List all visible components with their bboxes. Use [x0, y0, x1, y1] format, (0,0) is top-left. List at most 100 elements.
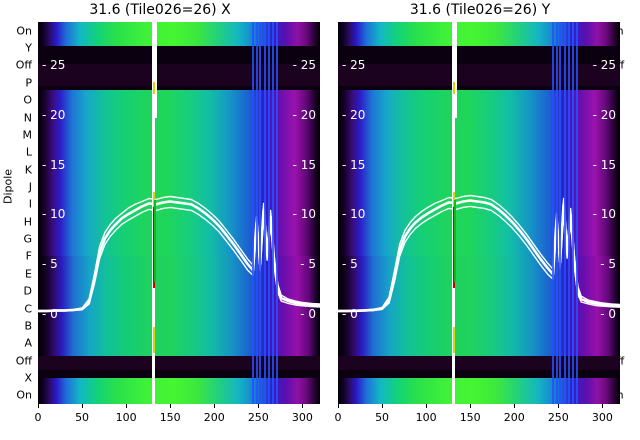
xtick-mark — [37, 404, 39, 408]
dipole-tick-f-13: F — [25, 249, 32, 263]
xaxis-right: 0 50 100 150 200 250 300 — [335, 404, 622, 434]
xtick-0: 0 — [18, 404, 58, 424]
xtick-label: 300 — [591, 411, 613, 424]
marker-tick-4 — [154, 250, 157, 282]
dipole-tick-p-3: P — [25, 76, 32, 90]
rfi-stripe-2 — [259, 22, 262, 404]
xtick-mark — [125, 404, 127, 408]
xtick-mark — [557, 404, 559, 408]
rfi-stripe-3 — [263, 22, 266, 404]
xtick-100: 100 — [406, 404, 446, 424]
marker-tick-5 — [453, 82, 456, 94]
xtick-50: 50 — [62, 404, 102, 424]
waterfall-band-7 — [338, 370, 620, 378]
dipole-axis-left: On Y Off P O N M L K J I H G F E D C B A Off X On — [0, 22, 36, 404]
flagged-column-1 — [455, 22, 457, 118]
xtick-label: 250 — [247, 411, 269, 424]
waterfall-band-1 — [38, 46, 320, 64]
waterfall-band-3 — [338, 86, 620, 90]
xtick-mark — [169, 404, 171, 408]
xtick-150: 150 — [450, 404, 490, 424]
dipole-tick-b-17: B — [24, 319, 32, 333]
xtick-mark — [601, 404, 603, 408]
xtick-mark — [257, 404, 259, 408]
xtick-label: 150 — [159, 411, 181, 424]
dipole-tick-on-0: On — [16, 24, 32, 38]
xtick-mark — [213, 404, 215, 408]
xtick-mark — [301, 404, 303, 408]
xtick-label: 100 — [415, 411, 437, 424]
panel-y: 31.6 (Tile026=26) Y OnYOffPONMLKJIHGFEDC… — [320, 2, 640, 424]
waterfall-band-3 — [38, 86, 320, 90]
waterfall-band-7 — [38, 370, 320, 378]
marker-tick-1 — [452, 207, 455, 255]
rfi-stripe-6 — [575, 22, 578, 404]
waterfall-x[interactable]: - 0- 5- 10- 15- 20- 25 - 0- 5- 10- 15- 2… — [38, 22, 320, 404]
dipole-tick-a-18: A — [24, 336, 32, 350]
rfi-stripe-5 — [572, 22, 575, 404]
xtick-300: 300 — [582, 404, 622, 424]
dipole-tick-i-10: I — [28, 197, 32, 211]
panel-x-title: 31.6 (Tile026=26) X — [89, 2, 231, 18]
marker-tick-6 — [453, 327, 456, 353]
panel-x: 31.6 (Tile026=26) X On Y Off P O N M L K J I H G F E D C… — [0, 2, 320, 424]
marker-tick-5 — [153, 82, 156, 94]
flagged-column-1 — [155, 22, 157, 118]
dipole-tick-n-5: N — [23, 111, 32, 124]
rfi-stripe-1 — [555, 22, 558, 404]
rfi-stripe-5 — [272, 22, 275, 404]
xtick-label: 250 — [547, 411, 569, 424]
xaxis-left: 0 50 100 150 200 250 300 — [35, 404, 322, 434]
waterfall-band-6 — [338, 356, 620, 370]
waterfall-band-2 — [338, 64, 620, 86]
xtick-50: 50 — [362, 404, 402, 424]
xtick-mark — [381, 404, 383, 408]
xtick-150: 150 — [150, 404, 190, 424]
waterfall-y[interactable]: - 0- 5- 10- 15- 20- 25 - 0- 5- 10- 15- 2… — [338, 22, 620, 404]
xtick-label: 50 — [375, 411, 390, 424]
marker-tick-1 — [152, 207, 155, 255]
dipole-tick-k-8: K — [24, 163, 32, 177]
xtick-label: 0 — [334, 411, 342, 424]
xtick-mark — [337, 404, 339, 408]
dipole-tick-c-16: C — [24, 302, 32, 315]
dipole-tick-g-12: G — [23, 232, 32, 246]
xtick-250: 250 — [238, 404, 278, 424]
rfi-stripe-3 — [563, 22, 566, 404]
panel-y-title: 31.6 (Tile026=26) Y — [409, 2, 551, 18]
xtick-100: 100 — [106, 404, 146, 424]
xtick-label: 150 — [459, 411, 481, 424]
xtick-label: 300 — [291, 411, 313, 424]
rfi-stripe-1 — [255, 22, 258, 404]
xtick-mark — [513, 404, 515, 408]
xtick-label: 200 — [503, 411, 525, 424]
rfi-stripe-4 — [268, 22, 270, 404]
marker-tick-2 — [154, 200, 157, 262]
marker-tick-6 — [153, 327, 156, 353]
dipole-tick-m-6: M — [22, 128, 33, 142]
marker-tick-3 — [452, 250, 455, 288]
xtick-250: 250 — [538, 404, 578, 424]
dipole-tick-d-15: D — [23, 284, 32, 298]
xtick-label: 0 — [34, 411, 42, 424]
dipole-tick-j-9: J — [28, 180, 32, 194]
xtick-mark — [81, 404, 83, 408]
dipole-tick-off-19: Off — [15, 354, 32, 368]
xtick-200: 200 — [194, 404, 234, 424]
rfi-stripe-2 — [559, 22, 562, 404]
rfi-stripe-0 — [552, 22, 555, 404]
xtick-300: 300 — [282, 404, 322, 424]
marker-tick-3 — [152, 250, 155, 288]
rfi-stripe-6 — [275, 22, 278, 404]
xtick-label: 50 — [75, 411, 90, 424]
waterfall-band-1 — [338, 46, 620, 64]
dipole-tick-e-14: E — [25, 267, 32, 281]
rfi-stripe-0 — [252, 22, 255, 404]
xtick-mark — [469, 404, 471, 408]
dipole-tick-y-1: Y — [25, 41, 32, 55]
xtick-label: 100 — [115, 411, 137, 424]
dipole-tick-o-4: O — [23, 93, 32, 107]
dipole-tick-on-21: On — [16, 388, 32, 402]
xtick-0: 0 — [318, 404, 358, 424]
